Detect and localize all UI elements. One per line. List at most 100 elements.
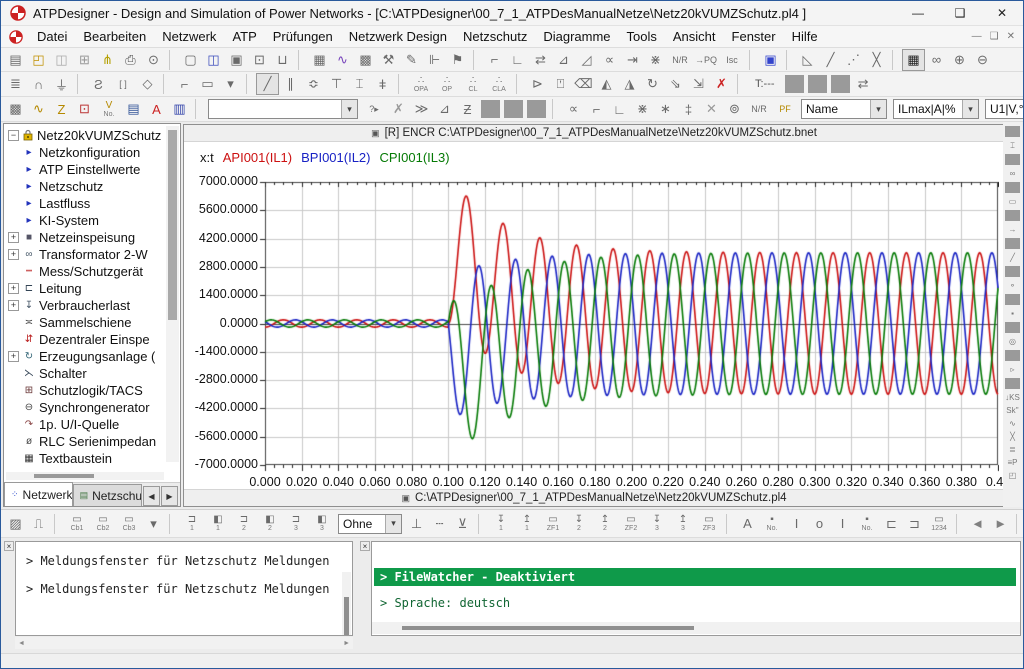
menu-netzschutz[interactable]: Netzschutz <box>463 29 528 44</box>
report-document-button[interactable]: ▤ <box>127 101 140 116</box>
voltage-number-button[interactable]: V No. <box>103 99 115 118</box>
dither-button[interactable]: ▨ <box>9 515 22 531</box>
b-node-button[interactable]: ⊚ <box>729 101 740 116</box>
new-document-button[interactable]: ▤ <box>9 51 22 67</box>
length-a-button[interactable]: ⊏ <box>886 515 897 531</box>
nr-slash-button[interactable]: N/R <box>751 104 767 114</box>
source-step-3-button[interactable]: ↥ 3 <box>678 514 688 533</box>
t-value-label[interactable]: T:--- <box>755 78 775 90</box>
corner-tool-icon[interactable]: ◰ <box>1008 471 1017 480</box>
line-component-icon[interactable]: ⌶ <box>1010 140 1015 150</box>
pf-mode-button[interactable]: PF <box>779 104 791 114</box>
toolbar-button[interactable] <box>398 74 405 94</box>
colored-node-button[interactable]: ⊡ <box>79 101 90 116</box>
lock-button[interactable]: ⍞ <box>556 76 565 91</box>
voltage-display-combo[interactable]: U1|V,°;ULE|9 <box>985 99 1023 119</box>
menu-diagramme[interactable]: Diagramme <box>543 29 611 44</box>
system-horizontal-scrollbar[interactable] <box>372 622 1020 634</box>
load-profile-b-button[interactable]: ◿ <box>581 51 592 67</box>
switch-open-3-button[interactable]: ⊐ 3 <box>291 514 301 533</box>
tree-item-leitung[interactable]: + ⊏ Leitung <box>6 280 164 297</box>
tree-item-sammelschiene[interactable]: ≍ Sammelschiene <box>6 314 164 331</box>
swap-phases-button[interactable]: ⇄ <box>857 76 869 91</box>
pin-arrow-button[interactable]: ⊳ <box>532 76 543 91</box>
toolbar-button[interactable] <box>195 99 202 119</box>
toolbar-button[interactable] <box>54 513 61 534</box>
toolbar-button[interactable] <box>163 74 170 94</box>
matrix-view-button[interactable]: ▩ <box>359 51 372 67</box>
tree-item-textbaustein[interactable]: ▦ Textbaustein <box>6 450 164 464</box>
label-mode-combo[interactable]: Name <box>801 99 887 119</box>
measure-ruler-button[interactable]: ◺ <box>802 51 813 67</box>
view-glasses-button[interactable]: ∞ <box>931 52 942 67</box>
length-b-button[interactable]: ⊐ <box>909 515 920 531</box>
marker-i2-button[interactable]: I <box>840 516 845 531</box>
tree-item-ui-quelle[interactable]: ↷ 1p. U/I-Quelle <box>6 416 164 433</box>
corner-route-button[interactable]: ⌐ <box>180 76 189 92</box>
network-tree-button[interactable]: ⋔ <box>102 51 113 67</box>
paste-special-button[interactable]: ▣ <box>764 51 777 67</box>
tree-item-verbraucherlast[interactable]: + ↧ Verbraucherlast <box>6 297 164 314</box>
corner-node-b-button[interactable]: ∟ <box>511 52 524 67</box>
dashes-button[interactable]: ┄ <box>435 515 444 531</box>
small-x-button[interactable]: ✕ <box>706 101 717 116</box>
zoom-in-button[interactable]: ⊕ <box>954 51 965 67</box>
load-step-2-button[interactable]: ↧ 2 <box>574 514 584 533</box>
grid-settings-button[interactable]: ▦ <box>313 51 326 67</box>
transformer-winding-button[interactable]: ∩ <box>33 76 44 92</box>
grid-toggle-button[interactable]: ▦ <box>902 48 925 71</box>
opa-mode-button[interactable]: ∴ OPA <box>413 74 429 93</box>
signal-trace-button[interactable]: ∿ <box>33 101 44 116</box>
phase-b-box[interactable] <box>807 75 827 93</box>
tab-netzwerk[interactable]: ⁘ Netzwerk <box>4 482 73 506</box>
delete-line-button[interactable]: ╳ <box>872 51 881 67</box>
phase-c-box[interactable] <box>830 75 850 93</box>
tree-item-dezentraler-einspeiser[interactable]: ⇵ Dezentraler Einspe <box>6 331 164 348</box>
toolbar-button[interactable] <box>473 49 480 70</box>
switch-icon[interactable]: ╱ <box>1010 253 1015 262</box>
toolbar-button[interactable] <box>726 513 733 534</box>
mdi-minimize-button[interactable]: — <box>971 31 982 42</box>
star-x-button[interactable]: ⋇ <box>637 101 648 116</box>
generator-icon[interactable]: ◎ <box>1009 337 1016 346</box>
mdi-close-button[interactable]: ✕ <box>1006 31 1015 42</box>
tree-horizontal-scrollbar[interactable] <box>6 472 164 480</box>
print-button[interactable]: ⎙ <box>125 51 136 67</box>
panel-close-button[interactable]: × <box>4 541 14 551</box>
label-a-button[interactable]: A <box>152 101 161 117</box>
swap-direction-button[interactable]: ⇄ <box>535 51 546 67</box>
busbar-grid-button[interactable]: ≣ <box>10 76 21 91</box>
zone-zf2-button[interactable]: ▭ ZF2 <box>624 514 638 533</box>
switch-open-2-button[interactable]: ⊐ 2 <box>239 514 249 533</box>
slot-c-box[interactable] <box>527 100 546 118</box>
duplicate-sheet-button[interactable]: ⊡ <box>254 51 265 67</box>
tree-item-synchrongenerator[interactable]: ⊖ Synchrongenerator <box>6 399 164 416</box>
tab-netzschutz[interactable]: ▤ Netzschu <box>72 484 142 506</box>
toolbar-button[interactable] <box>1016 513 1023 534</box>
resistor-slot[interactable] <box>1005 182 1020 193</box>
area-route-button[interactable]: ▭ <box>201 76 214 91</box>
bus-icon[interactable]: ≣ <box>1009 445 1016 454</box>
draw-line-button[interactable]: ╱ <box>826 51 835 67</box>
pause-branch-button[interactable]: ∥ <box>287 76 294 91</box>
toolbar-button[interactable] <box>169 49 176 70</box>
arrow-node-slot[interactable] <box>1005 350 1020 361</box>
menu-netzwerk[interactable]: Netzwerk <box>162 29 217 44</box>
maximize-button[interactable]: ❑ <box>954 6 966 20</box>
save-file-button[interactable]: ◫ <box>55 51 68 67</box>
tree-root-collapse[interactable]: − <box>8 129 19 141</box>
device-search-combo[interactable] <box>208 99 358 119</box>
fast-forward-button[interactable]: ≫ <box>414 101 429 116</box>
messages-horizontal-scrollbar[interactable]: ◄ ► <box>15 637 353 649</box>
line-component-slot[interactable] <box>1005 126 1020 137</box>
load-step-3-button[interactable]: ↧ 3 <box>652 514 662 533</box>
zoom-out-button[interactable]: ⊖ <box>977 51 988 67</box>
switch-open-1-button[interactable]: ⊐ 1 <box>187 514 197 533</box>
node-s-button[interactable]: Ƨ <box>94 76 103 92</box>
route-dropdown[interactable]: ▾ <box>227 76 234 91</box>
transformer-icon[interactable]: ∞ <box>1009 169 1016 178</box>
toolbar-button[interactable] <box>478 513 485 534</box>
source-branch-button[interactable]: ∝ <box>604 51 615 67</box>
short-circuit-slot[interactable] <box>1005 378 1020 389</box>
phase-a-box[interactable] <box>784 75 804 93</box>
